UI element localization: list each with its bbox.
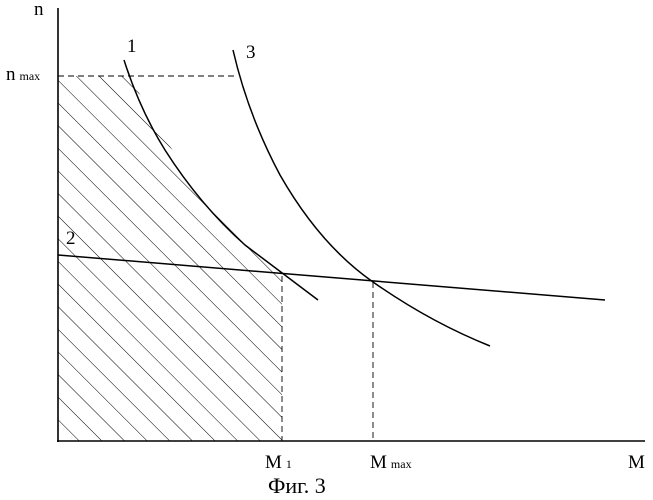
figure-caption: Фиг. 3 bbox=[268, 473, 326, 498]
curve-3-label: 3 bbox=[246, 42, 256, 63]
x-axis-label: M bbox=[628, 452, 645, 473]
m1-label: M1 bbox=[265, 452, 292, 473]
n-max-label: nmax bbox=[6, 64, 40, 85]
curve-1-label: 1 bbox=[127, 36, 137, 57]
y-axis-label: n bbox=[34, 0, 44, 20]
curve-2-label: 2 bbox=[66, 228, 76, 249]
m-max-label: Mmax bbox=[370, 452, 412, 473]
